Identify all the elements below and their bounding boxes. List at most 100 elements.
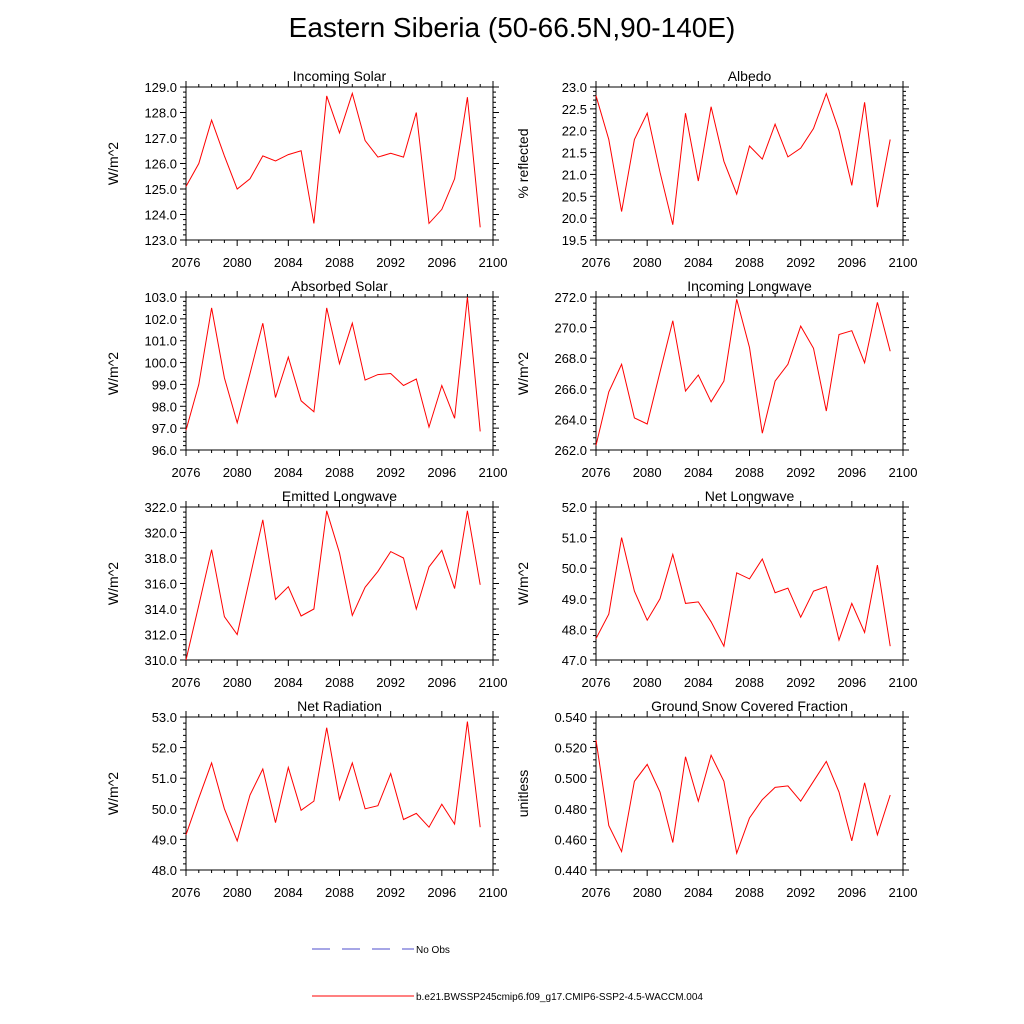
x-tick-label: 2088 [735,675,764,690]
x-tick-label: 2096 [427,675,456,690]
y-tick-label: 53.0 [152,710,177,725]
y-tick-label: 128.0 [144,106,177,121]
x-tick-label: 2076 [582,675,611,690]
y-tick-label: 103.0 [144,290,177,305]
x-tick-label: 2084 [274,465,303,480]
y-tick-label: 48.0 [152,863,177,878]
y-tick-label: 22.0 [562,124,587,139]
x-tick-label: 2088 [735,885,764,900]
chart-panel-3: Absorbed Solar W/m^2 2076 2080 2084 2088 2092 2… [105,278,507,480]
y-tick-label: 322.0 [144,500,177,515]
y-tick-label: 100.0 [144,356,177,371]
x-tick-label: 2100 [479,675,508,690]
x-tick-label: 2096 [837,465,866,480]
x-tick-label: 2096 [427,255,456,270]
y-tick-label: 264.0 [554,412,587,427]
series-line-1 [595,299,891,446]
x-tick-label: 2100 [479,255,508,270]
y-tick-label: 124.0 [144,208,177,223]
y-tick-label: 312.0 [144,628,177,643]
chart-title: Ground Snow Covered Fraction [651,698,848,714]
x-tick-label: 2092 [376,675,405,690]
y-axis-label: W/m^2 [515,352,531,395]
y-tick-label: 49.0 [562,592,587,607]
x-tick-label: 2076 [582,465,611,480]
chart-panel-7: Net Radiation W/m^2 2076 2080 2084 2088 2092 20… [105,698,507,900]
x-tick-label: 2100 [479,885,508,900]
x-tick-label: 2080 [223,255,252,270]
y-tick-label: 98.0 [152,399,177,414]
chart-panel-1: Incoming Solar W/m^2 2076 2080 2084 2088 2092 2… [105,68,507,270]
chart-title: Incoming Solar [293,68,387,84]
x-tick-label: 2088 [325,675,354,690]
y-axis-label: W/m^2 [105,772,121,815]
x-tick-label: 2100 [889,885,918,900]
x-tick-label: 2096 [837,255,866,270]
y-tick-label: 0.440 [554,863,587,878]
x-tick-label: 2096 [837,885,866,900]
x-tick-label: 2096 [427,465,456,480]
y-tick-label: 125.0 [144,182,177,197]
x-tick-label: 2088 [325,885,354,900]
chart-panel-6: Net Longwave W/m^2 2076 2080 2084 2088 2092 209… [515,488,917,690]
chart-panel-8: Ground Snow Covered Fraction unitless 2076… [515,698,917,900]
y-tick-label: 23.0 [562,80,587,95]
y-tick-label: 123.0 [144,233,177,248]
series-line-1 [185,721,481,843]
x-tick-label: 2096 [837,675,866,690]
x-tick-label: 2100 [479,465,508,480]
chart-title: Net Radiation [297,698,382,714]
y-axis-label: W/m^2 [105,142,121,185]
y-tick-label: 0.540 [554,710,587,725]
y-tick-label: 127.0 [144,131,177,146]
x-tick-label: 2084 [274,255,303,270]
x-tick-label: 2096 [427,885,456,900]
y-axis-label: W/m^2 [105,352,121,395]
chart-panel-2: Albedo % reflected 2076 2080 2084 2088 2092 209… [515,68,917,270]
y-tick-label: 96.0 [152,443,177,458]
x-tick-label: 2084 [684,675,713,690]
x-tick-label: 2076 [582,885,611,900]
y-tick-label: 19.5 [562,233,587,248]
y-tick-label: 52.0 [152,741,177,756]
legend-model-label: b.e21.BWSSP245cmip6.f09_g17.CMIP6-SSP2-4… [416,992,703,1003]
y-tick-label: 47.0 [562,653,587,668]
x-tick-label: 2092 [786,885,815,900]
chart-panel-4: Incoming Longwave W/m^2 2076 2080 2084 2088 20… [515,278,917,480]
chart-title: Absorbed Solar [291,278,388,294]
y-tick-label: 51.0 [562,531,587,546]
x-tick-label: 2080 [633,255,662,270]
y-tick-label: 101.0 [144,334,177,349]
y-tick-label: 0.520 [554,741,587,756]
figure-title: Eastern Siberia (50-66.5N,90-140E) [288,12,736,43]
x-tick-label: 2084 [684,255,713,270]
y-tick-label: 21.0 [562,167,587,182]
y-tick-label: 50.0 [562,561,587,576]
y-tick-label: 51.0 [152,771,177,786]
series-line-1 [185,510,481,661]
x-tick-label: 2092 [376,885,405,900]
x-tick-label: 2092 [376,465,405,480]
x-tick-label: 2076 [172,885,201,900]
x-tick-label: 2080 [223,675,252,690]
chart-title: Incoming Longwave [687,278,812,294]
x-tick-label: 2080 [633,885,662,900]
y-tick-label: 21.5 [562,146,587,161]
x-tick-label: 2088 [735,255,764,270]
y-tick-label: 318.0 [144,551,177,566]
y-tick-label: 316.0 [144,577,177,592]
y-tick-label: 320.0 [144,526,177,541]
series-line-1 [185,296,481,432]
y-axis-label: W/m^2 [515,562,531,605]
x-tick-label: 2076 [582,255,611,270]
x-tick-label: 2076 [172,255,201,270]
y-tick-label: 50.0 [152,802,177,817]
x-tick-label: 2084 [274,885,303,900]
y-axis-label: W/m^2 [105,562,121,605]
series-line-1 [185,91,481,228]
y-tick-label: 310.0 [144,653,177,668]
chart-title: Emitted Longwave [282,488,397,504]
y-tick-label: 49.0 [152,832,177,847]
x-tick-label: 2076 [172,675,201,690]
